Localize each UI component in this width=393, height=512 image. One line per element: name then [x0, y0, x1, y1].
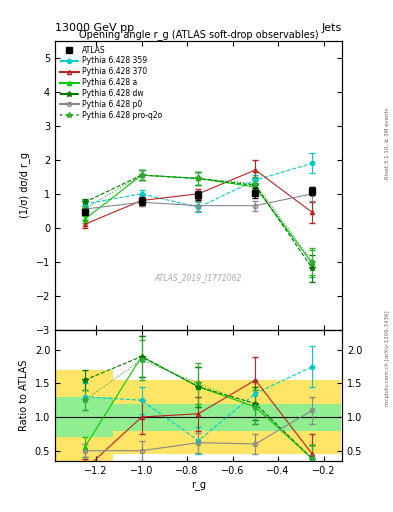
Text: Jets: Jets — [321, 23, 342, 33]
Bar — [56, 370, 113, 464]
Y-axis label: (1/σ) dσ/d r_g: (1/σ) dσ/d r_g — [19, 152, 30, 218]
Bar — [56, 397, 113, 437]
Bar — [170, 380, 227, 454]
Bar — [284, 380, 341, 454]
Text: 13000 GeV pp: 13000 GeV pp — [55, 23, 134, 33]
X-axis label: r_g: r_g — [191, 481, 206, 491]
Text: Rivet 3.1.10, ≥ 3M events: Rivet 3.1.10, ≥ 3M events — [385, 108, 390, 179]
Bar — [227, 403, 284, 431]
Title: Opening angle r_g (ATLAS soft-drop observables): Opening angle r_g (ATLAS soft-drop obser… — [79, 29, 318, 40]
Bar — [113, 380, 170, 454]
Bar — [170, 403, 227, 431]
Legend: ATLAS, Pythia 6.428 359, Pythia 6.428 370, Pythia 6.428 a, Pythia 6.428 dw, Pyth: ATLAS, Pythia 6.428 359, Pythia 6.428 37… — [57, 43, 164, 122]
Text: ATLAS_2019_I1772062: ATLAS_2019_I1772062 — [155, 273, 242, 282]
Bar — [284, 403, 341, 431]
Bar — [113, 403, 170, 431]
Bar — [227, 380, 284, 454]
Y-axis label: Ratio to ATLAS: Ratio to ATLAS — [19, 359, 29, 431]
Text: mcplots.cern.ch [arXiv:1306.3436]: mcplots.cern.ch [arXiv:1306.3436] — [385, 311, 390, 406]
